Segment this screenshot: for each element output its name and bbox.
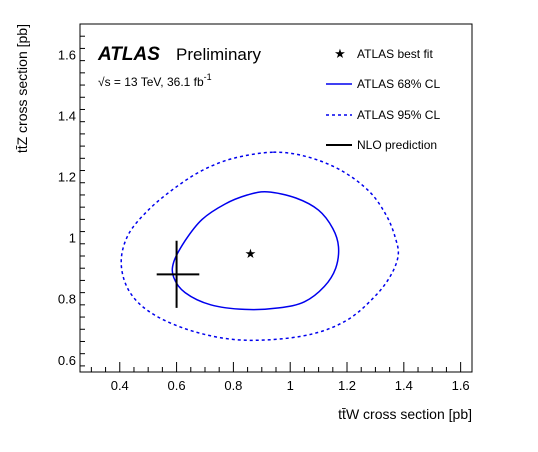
x-tick-label: 0.6 [168, 378, 186, 393]
energy-lumi-label: √s = 13 TeV, 36.1 fb-1 [98, 72, 212, 89]
y-axis-ticks: 0.6 0.8 1 1.2 1.4 1.6 [58, 35, 85, 368]
atlas-label: ATLAS [97, 44, 160, 65]
markers: ★ [156, 240, 257, 308]
legend-star-symbol: ★ [334, 47, 346, 62]
y-tick-label: 1 [69, 231, 76, 246]
contour-95cl [120, 151, 400, 342]
best-fit-star: ★ [245, 247, 257, 262]
energy-lumi-superscript: -1 [204, 72, 212, 82]
energy-lumi-main: √s = 13 TeV, 36.1 fb [98, 75, 204, 89]
legend: ★ ATLAS best fit ATLAS 68% CL ATLAS 95% … [326, 47, 440, 152]
preliminary-label: Preliminary [176, 45, 262, 64]
confidence-contours [120, 151, 400, 342]
legend-label-68cl: ATLAS 68% CL [357, 77, 440, 91]
contour-68cl [171, 191, 340, 311]
y-axis-title: tt̄Z cross section [pb] [14, 24, 30, 153]
x-tick-label: 1 [287, 378, 294, 393]
y-tick-label: 0.6 [58, 353, 76, 368]
x-tick-label: 0.8 [224, 378, 242, 393]
x-tick-label: 0.4 [111, 378, 129, 393]
y-tick-label: 0.8 [58, 292, 76, 307]
x-axis-title: tt̄W cross section [pb] [338, 406, 472, 422]
legend-label-best-fit: ATLAS best fit [357, 47, 433, 61]
y-tick-label: 1.6 [58, 48, 76, 63]
x-axis-ticks: 0.4 0.6 0.8 1 1.2 1.4 1.6 [90, 362, 470, 393]
legend-label-95cl: ATLAS 95% CL [357, 108, 440, 122]
legend-label-nlo: NLO prediction [357, 138, 437, 152]
y-tick-label: 1.4 [58, 109, 76, 124]
x-tick-label: 1.6 [452, 378, 470, 393]
x-tick-label: 1.4 [395, 378, 413, 393]
y-tick-label: 1.2 [58, 170, 76, 185]
x-tick-label: 1.2 [338, 378, 356, 393]
